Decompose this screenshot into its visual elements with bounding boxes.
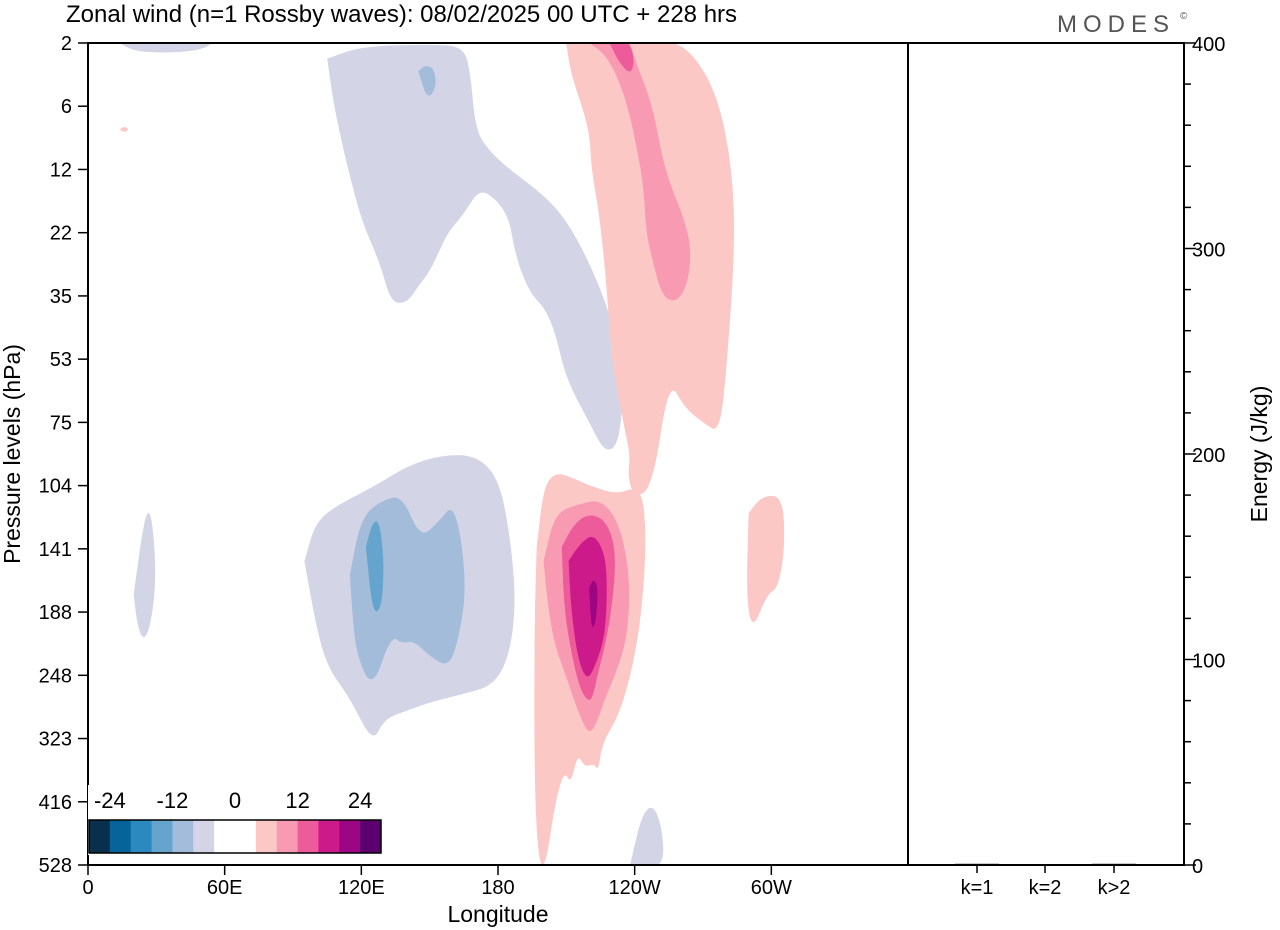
x-tick-label: 120E bbox=[338, 877, 385, 899]
y-axis-ticks: 2 6 12 22 35 53 75 104 141 188 248 323 416 528 bbox=[39, 33, 88, 877]
energy-panel: 0 100 200 300 400 k=1 k=2 k>2 Energy (J/kg) bbox=[907, 34, 1272, 899]
x-axis-ticks: 0 60E 120E 180 120W 60W bbox=[82, 865, 792, 899]
colorbar-label: -12 bbox=[157, 788, 189, 813]
x-tick-label: 120W bbox=[609, 877, 661, 899]
colorbar-swatch bbox=[172, 820, 194, 853]
y-tick-label: 75 bbox=[50, 412, 72, 434]
x-axis-label: Longitude bbox=[447, 901, 548, 927]
contour-region--4-0 bbox=[119, 43, 211, 53]
contour-region--8-0 bbox=[418, 66, 436, 96]
x-tick-label: 180 bbox=[481, 877, 514, 899]
colorbar-label: 12 bbox=[285, 788, 309, 813]
colorbar-swatch bbox=[339, 820, 361, 853]
modes-logo-mark: © bbox=[1180, 11, 1188, 22]
y-tick-label: 6 bbox=[61, 96, 72, 118]
y-tick-label: 416 bbox=[39, 792, 72, 814]
y-tick-label: 528 bbox=[39, 855, 72, 877]
energy-axis-label: Energy (J/kg) bbox=[1246, 386, 1272, 523]
contour-fills bbox=[119, 43, 785, 865]
colorbar-swatch bbox=[297, 820, 319, 853]
energy-category-labels: k=1 k=2 k>2 bbox=[961, 865, 1131, 899]
colorbar-swatch bbox=[318, 820, 340, 853]
y-tick-label: 22 bbox=[50, 223, 72, 245]
y-tick-label: 141 bbox=[39, 539, 72, 561]
y-tick-label: 188 bbox=[39, 602, 72, 624]
y-tick-label: 323 bbox=[39, 729, 72, 751]
colorbar-label: 0 bbox=[229, 788, 241, 813]
x-tick-label: 60E bbox=[207, 877, 243, 899]
colorbar-label: -24 bbox=[94, 788, 126, 813]
contour-region-12-0 bbox=[609, 43, 634, 72]
colorbar-swatch bbox=[214, 820, 236, 853]
energy-tick-label: 200 bbox=[1192, 445, 1225, 467]
modes-logo: MODES © bbox=[1057, 11, 1188, 38]
contour-region-16-0 bbox=[568, 536, 607, 677]
contour-region-4-2 bbox=[747, 495, 785, 623]
x-tick-label: 0 bbox=[82, 877, 93, 899]
energy-plot-frame bbox=[907, 42, 1185, 866]
energy-category-label: k=1 bbox=[961, 877, 994, 899]
y-tick-label: 104 bbox=[39, 476, 72, 498]
contour-region-20-0 bbox=[589, 580, 598, 627]
contour-region-8-0 bbox=[589, 43, 691, 301]
colorbar-swatch bbox=[255, 820, 278, 853]
y-axis-label: Pressure levels (hPa) bbox=[0, 344, 25, 564]
energy-tick-label: 400 bbox=[1192, 34, 1225, 56]
energy-tick-label: 300 bbox=[1192, 240, 1225, 262]
energy-category-label: k>2 bbox=[1098, 877, 1131, 899]
energy-tick-label: 100 bbox=[1192, 651, 1225, 673]
colorbar-swatch bbox=[89, 820, 111, 853]
y-tick-label: 12 bbox=[50, 159, 72, 181]
colorbar-frame bbox=[88, 819, 382, 854]
chart-title: Zonal wind (n=1 Rossby waves): 08/02/202… bbox=[66, 1, 737, 28]
y-tick-label: 2 bbox=[61, 33, 72, 55]
contour-region-4-0 bbox=[566, 43, 735, 496]
colorbar-legend: -24 -12 0 12 24 bbox=[88, 785, 383, 855]
colorbar-swatch bbox=[193, 820, 215, 853]
contour-region--4-1 bbox=[327, 45, 623, 450]
colorbar-swatch bbox=[109, 820, 132, 853]
y-tick-label: 53 bbox=[50, 349, 72, 371]
energy-category-label: k=2 bbox=[1029, 877, 1062, 899]
contour-region--4-4 bbox=[630, 807, 664, 865]
y-tick-label: 35 bbox=[50, 286, 72, 308]
colorbar-label: 24 bbox=[348, 788, 372, 813]
y-tick-label: 248 bbox=[39, 665, 72, 687]
contour-region--12-0 bbox=[365, 521, 384, 612]
colorbar-swatch bbox=[151, 820, 173, 853]
modes-logo-text: MODES bbox=[1057, 11, 1175, 38]
energy-axis-ticks: 0 100 200 300 400 bbox=[1184, 34, 1225, 878]
contour-region-4-3 bbox=[119, 127, 128, 132]
x-tick-label: 60W bbox=[751, 877, 792, 899]
colorbar-swatch bbox=[130, 820, 152, 853]
colorbar-swatch bbox=[360, 820, 382, 853]
colorbar-swatch bbox=[235, 820, 257, 853]
colorbar-swatch bbox=[276, 820, 298, 853]
contour-region--4-2 bbox=[133, 513, 156, 638]
energy-tick-label: 0 bbox=[1192, 856, 1203, 878]
main-panel: 0 60E 120E 180 120W 60W 2 6 12 22 35 53 75 104 141 188… bbox=[0, 33, 909, 927]
